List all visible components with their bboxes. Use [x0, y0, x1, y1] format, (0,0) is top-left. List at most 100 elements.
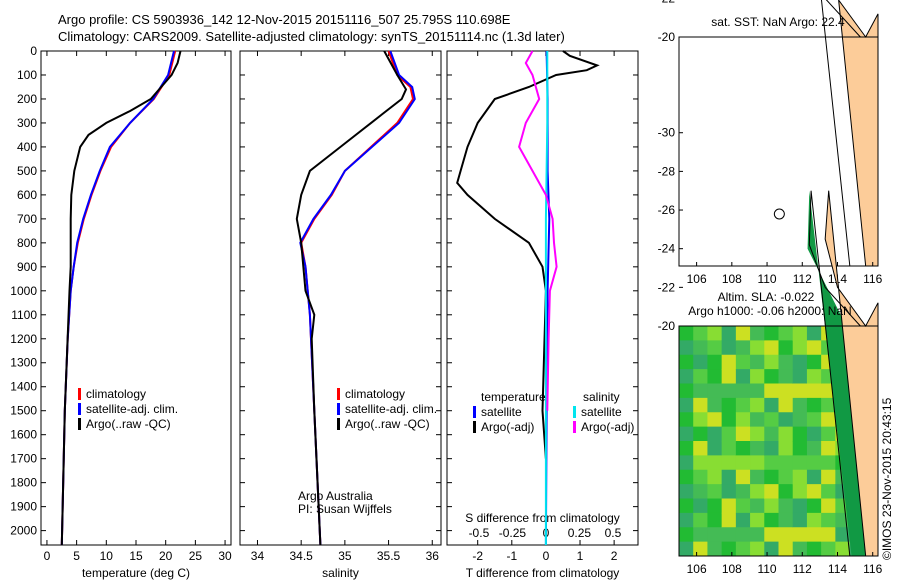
series-line-s-argo-adj-: [518, 50, 558, 411]
x-tick-label: 15: [129, 549, 143, 563]
sla-cell: [679, 383, 694, 399]
sla-cell: [764, 369, 779, 384]
sla-cell: [721, 369, 737, 384]
sla-cell: [679, 369, 694, 384]
sla-cell: [735, 484, 751, 499]
sla-cell: [693, 455, 708, 471]
sla-cell: [806, 426, 822, 442]
y-tick-label: 800: [17, 236, 37, 250]
sla-cell: [721, 412, 737, 428]
argo-float-marker: [773, 208, 785, 220]
sla-cell: [778, 412, 794, 428]
lon-tick-label: 110: [757, 562, 776, 576]
sla-cell: [806, 512, 822, 528]
lon-tick-label: 108: [722, 272, 742, 286]
panel-difference: -2 -1 0 1 2 T difference from climatology -0.5…: [446, 50, 639, 580]
sla-cell: [707, 484, 723, 499]
sla-cell: [792, 426, 808, 442]
sla-cell: [750, 383, 765, 399]
x-tick-label: 35: [338, 549, 352, 563]
legend-header-salinity: salinity: [583, 390, 620, 404]
legend-label: Argo(-adj): [581, 420, 634, 434]
x-tick-label: -2: [472, 549, 483, 563]
legend-swatch: [573, 421, 576, 433]
sla-cell: [778, 527, 794, 543]
sla-cell: [721, 354, 737, 370]
sla-cell: [750, 527, 765, 543]
sla-cell: [778, 397, 794, 413]
x-tick-label: 10: [100, 549, 114, 563]
sla-cell: [735, 498, 751, 514]
sla-cell: [693, 397, 708, 413]
sla-cell: [750, 484, 765, 499]
series-line-argo-raw-qc-: [60, 50, 182, 546]
sla-cell: [750, 412, 765, 428]
sla-cell: [679, 469, 694, 485]
y-tick-label: 1800: [10, 476, 37, 490]
sla-cell: [821, 512, 836, 528]
sla-cell: [778, 354, 794, 370]
sla-cell: [679, 541, 694, 557]
sla-cell: [679, 512, 694, 528]
title-line-2: Climatology: CARS2009. Satellite-adjuste…: [58, 29, 565, 44]
sla-cell: [707, 412, 723, 428]
sla-cell: [679, 426, 694, 442]
sla-cell: [735, 455, 751, 471]
y-tick-label: 900: [17, 260, 37, 274]
y-tick-label: 1200: [10, 332, 37, 346]
sla-cell: [750, 512, 765, 528]
sla-cell: [806, 541, 822, 557]
y-tick-label: 200: [17, 92, 37, 106]
legend-label: satellite-adj. clim.: [345, 402, 437, 416]
sla-cell: [707, 326, 723, 341]
x-tick-label: 34: [251, 549, 265, 563]
lon-tick-label: 112: [793, 272, 812, 286]
series-line-climatology: [60, 50, 177, 546]
y-tick-label: 1300: [10, 356, 37, 370]
footer-timestamp: ©IMOS 23-Nov-2015 20:43:15: [880, 397, 894, 560]
y-tick-label: 100: [17, 68, 37, 82]
panel-frame: [446, 50, 639, 546]
sla-cell: [764, 426, 779, 442]
sla-cell: [707, 541, 723, 557]
sla-cell: [750, 354, 765, 370]
lat-tick-label: -28: [658, 164, 676, 178]
legend-swatch: [337, 388, 340, 400]
legend-swatch: [78, 418, 81, 430]
y-tick-label: 600: [17, 188, 37, 202]
sla-cell: [821, 397, 836, 413]
s-axis-label: S difference from climatology: [465, 511, 620, 525]
sla-cell: [806, 369, 822, 384]
s-axis-tick-label: 0.25: [568, 526, 592, 540]
sla-cell: [806, 354, 822, 370]
sla-cell: [792, 354, 808, 370]
annotation: PI: Susan Wijffels: [298, 502, 392, 516]
sla-cell: [735, 340, 751, 356]
sla-cell: [735, 426, 751, 442]
lat-tick-label: -20: [658, 319, 676, 333]
sla-cell: [693, 541, 708, 557]
sla-cell: [693, 340, 708, 356]
sla-cell: [721, 512, 737, 528]
sla-cell: [679, 441, 694, 456]
sla-cell: [764, 455, 779, 471]
sla-cell: [721, 340, 737, 356]
sla-cell: [778, 455, 794, 471]
lat-tick-label: -22: [658, 0, 676, 6]
legend-label: Argo(..raw -QC): [86, 417, 171, 431]
land-australia: [837, 0, 879, 267]
y-tick-label: 700: [17, 212, 37, 226]
sla-cell: [735, 383, 751, 399]
sla-cell: [821, 541, 836, 557]
sla-cell: [778, 469, 794, 485]
sla-cell: [735, 397, 751, 413]
sla-cell: [721, 484, 737, 499]
x-tick-label: 36: [426, 549, 440, 563]
sla-cell: [721, 326, 737, 341]
sla-cell: [806, 441, 822, 456]
sla-cell: [735, 441, 751, 456]
sla-cell: [693, 426, 708, 442]
legend-swatch: [573, 406, 576, 418]
sla-cell: [693, 383, 708, 399]
sla-cell: [707, 340, 723, 356]
